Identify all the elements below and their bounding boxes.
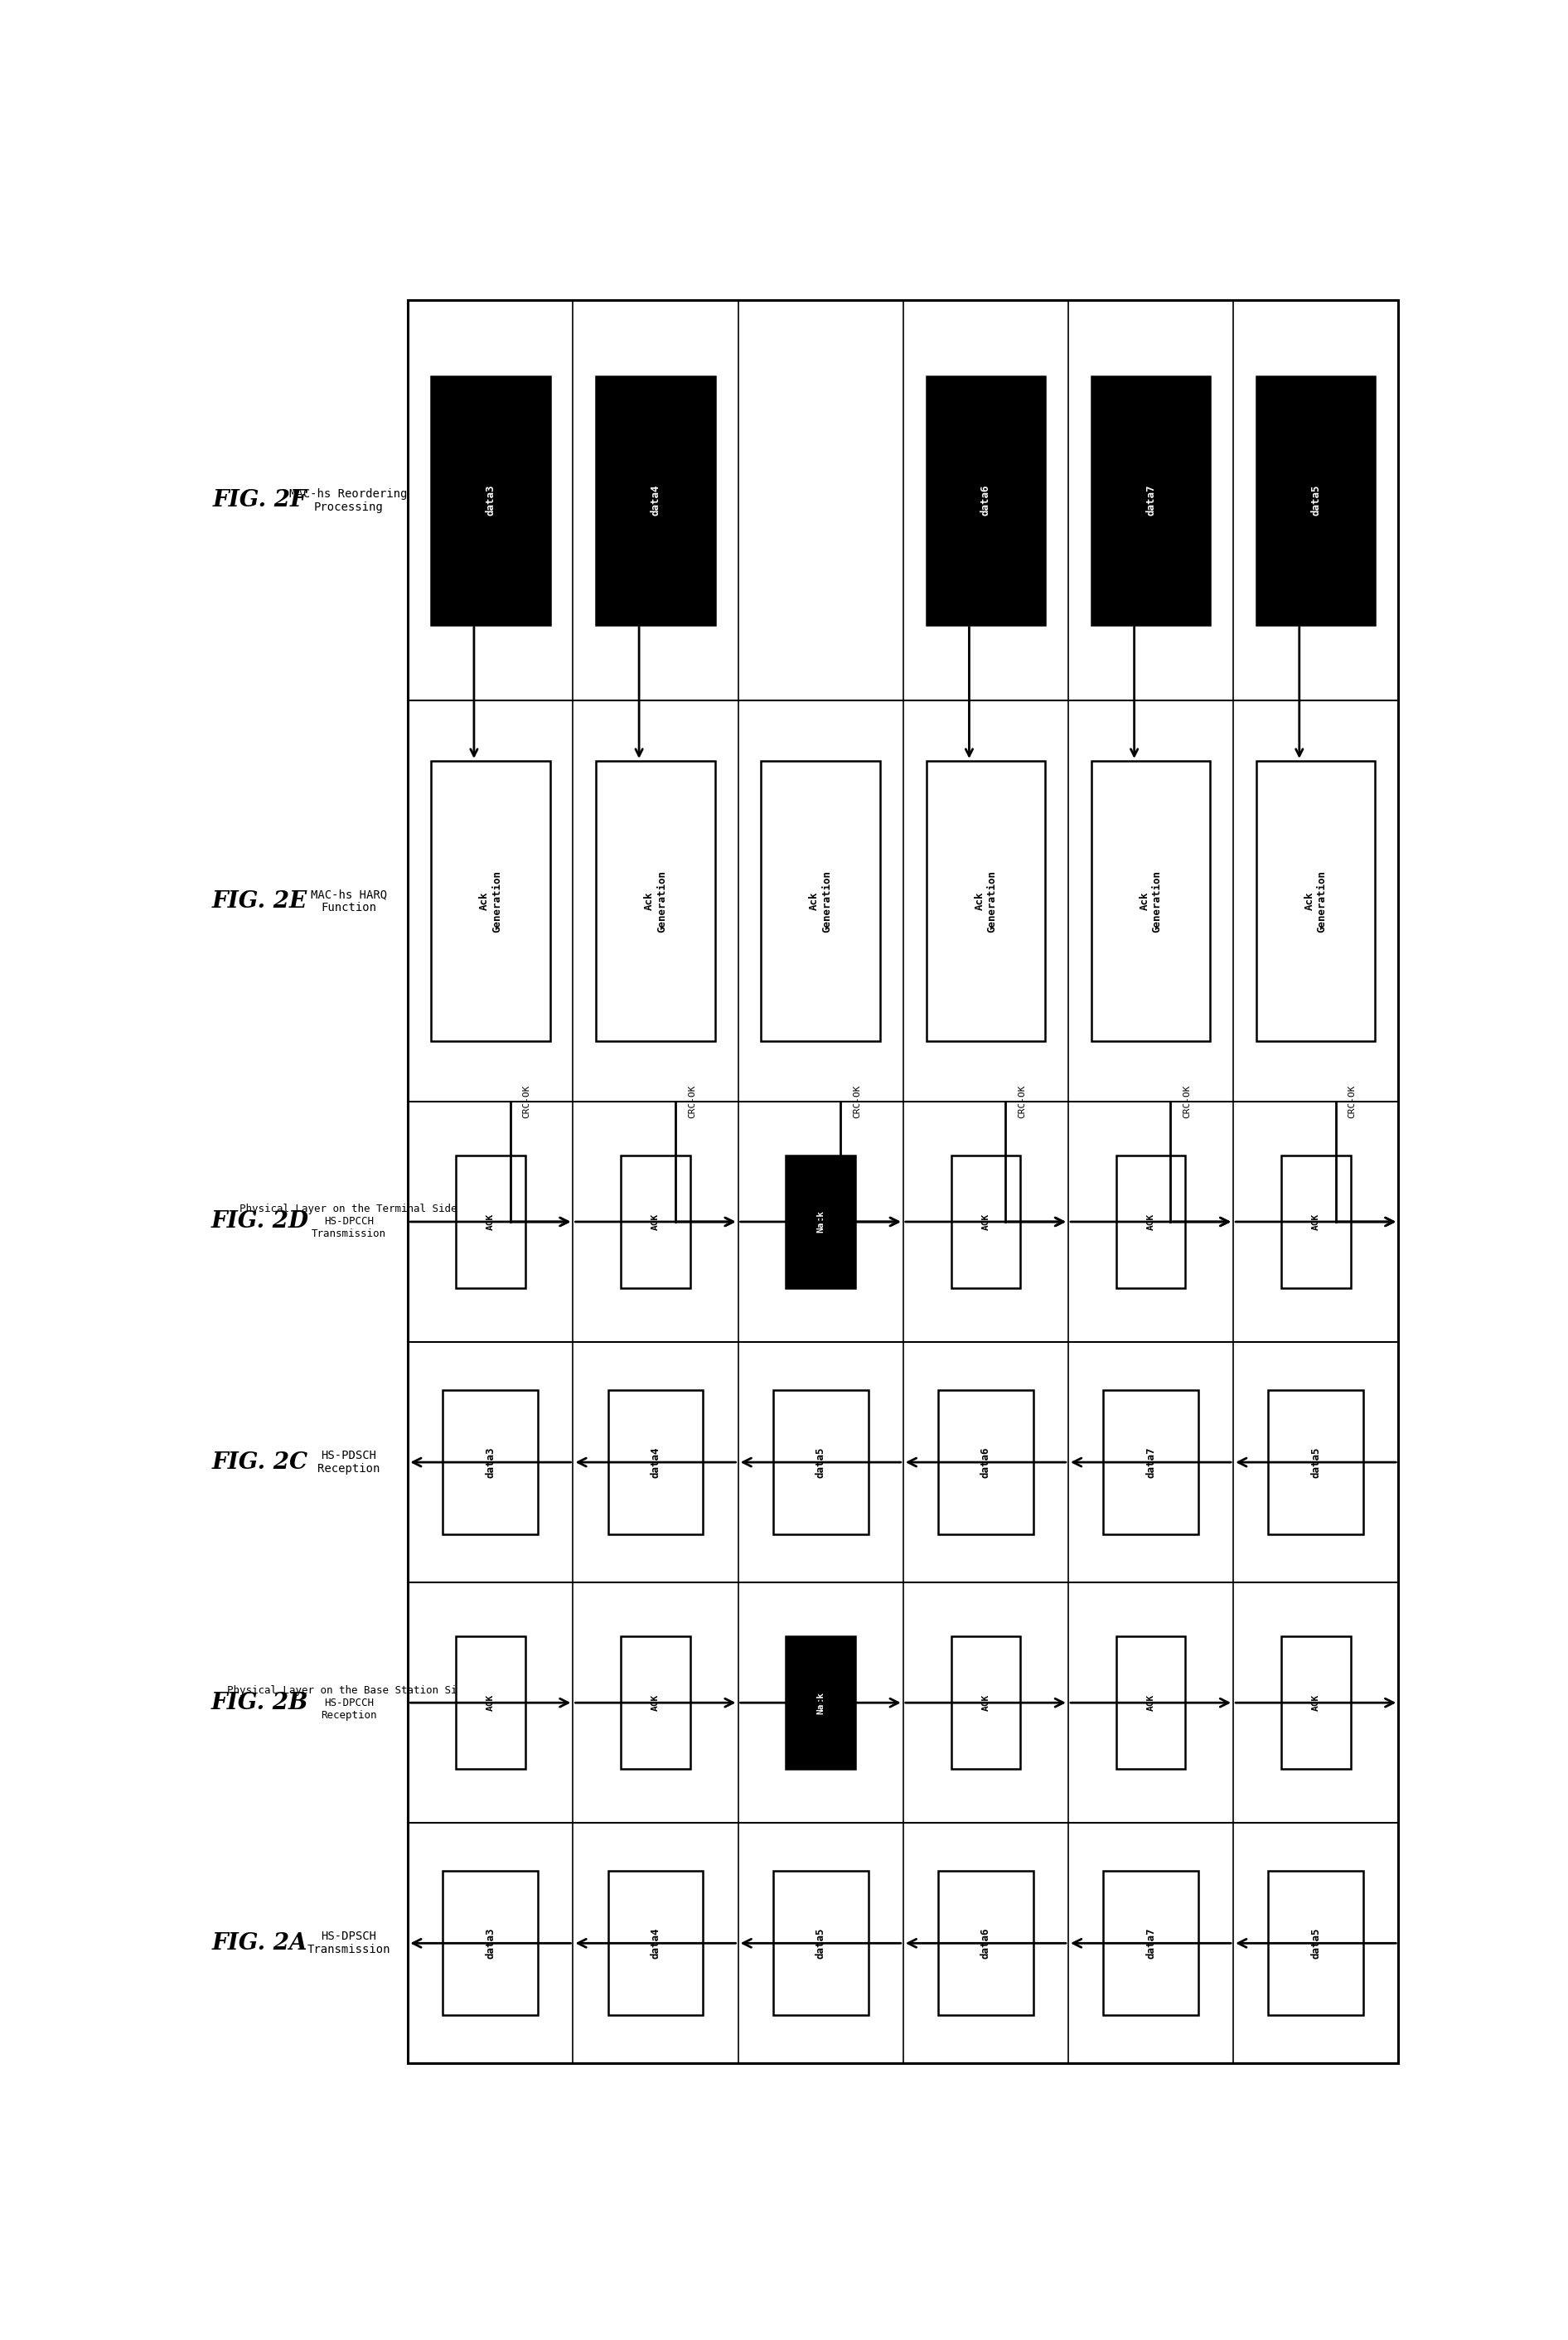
Text: ACK: ACK (651, 1214, 660, 1231)
Bar (621, 1156, 690, 1287)
Text: FIG. 2B: FIG. 2B (212, 1692, 309, 1713)
Text: Ack
Generation: Ack Generation (1305, 870, 1328, 931)
Bar (596, 760, 715, 1041)
Bar (596, 377, 715, 625)
Text: ACK: ACK (1146, 1214, 1156, 1231)
Bar (456, 1156, 525, 1287)
Text: Physical Layer on the Terminal Side
HS-DPCCH
Transmission: Physical Layer on the Terminal Side HS-D… (240, 1205, 458, 1240)
Text: data3: data3 (485, 1446, 495, 1479)
Text: FIG. 2E: FIG. 2E (212, 889, 307, 913)
Text: FIG. 2D: FIG. 2D (210, 1210, 309, 1233)
Bar (1091, 377, 1210, 625)
Text: CRC-OK: CRC-OK (522, 1086, 532, 1119)
Text: Ack
Generation: Ack Generation (809, 870, 833, 931)
Text: CRC-OK: CRC-OK (853, 1086, 861, 1119)
Bar (927, 377, 1046, 625)
Bar (1104, 1390, 1198, 1535)
Text: Ack
Generation: Ack Generation (478, 870, 502, 931)
Text: data3: data3 (485, 1928, 495, 1959)
Bar (786, 1636, 855, 1769)
Text: ACK: ACK (651, 1694, 660, 1711)
Text: ACK: ACK (486, 1214, 494, 1231)
Text: data7: data7 (1145, 484, 1156, 515)
Bar (1256, 760, 1375, 1041)
Bar (1104, 1872, 1198, 2015)
Text: data6: data6 (980, 484, 991, 515)
Text: ACK: ACK (982, 1214, 989, 1231)
Text: data5: data5 (1311, 1446, 1322, 1479)
Text: HS-DPSCH
Transmission: HS-DPSCH Transmission (307, 1930, 390, 1956)
Bar (608, 1872, 702, 2015)
Bar (773, 1390, 869, 1535)
Text: data4: data4 (651, 484, 662, 515)
Bar (431, 377, 550, 625)
Bar (927, 760, 1046, 1041)
Bar (1091, 760, 1210, 1041)
Bar (1116, 1636, 1185, 1769)
Bar (786, 1156, 855, 1287)
Bar (938, 1872, 1033, 2015)
Text: data5: data5 (1311, 484, 1322, 515)
Text: CRC-OK: CRC-OK (1018, 1086, 1025, 1119)
Bar (1116, 1156, 1185, 1287)
Text: data6: data6 (980, 1928, 991, 1959)
Bar (1281, 1156, 1350, 1287)
Text: data6: data6 (980, 1446, 991, 1479)
Text: MAC-hs HARQ
Function: MAC-hs HARQ Function (310, 889, 387, 913)
Text: data5: data5 (1311, 1928, 1322, 1959)
Text: Physical Layer on the Base Station Side
HS-DPCCH
Reception: Physical Layer on the Base Station Side … (227, 1685, 470, 1720)
Text: data4: data4 (651, 1928, 662, 1959)
Bar (408, 300, 1399, 2064)
Bar (442, 1872, 538, 2015)
Text: FIG. 2C: FIG. 2C (212, 1451, 307, 1474)
Text: data3: data3 (485, 484, 495, 515)
Bar (621, 1636, 690, 1769)
Bar (1281, 1636, 1350, 1769)
Text: Nack: Nack (817, 1692, 825, 1713)
Bar (1269, 1872, 1363, 2015)
Text: data5: data5 (815, 1928, 826, 1959)
Text: Ack
Generation: Ack Generation (1138, 870, 1162, 931)
Text: CRC-OK: CRC-OK (688, 1086, 696, 1119)
Text: data4: data4 (651, 1446, 662, 1479)
Bar (938, 1390, 1033, 1535)
Text: HS-PDSCH
Reception: HS-PDSCH Reception (317, 1451, 379, 1474)
Bar (773, 1872, 869, 2015)
Text: Ack
Generation: Ack Generation (974, 870, 997, 931)
Bar (952, 1156, 1021, 1287)
Text: Nack: Nack (817, 1210, 825, 1233)
Text: Ack
Generation: Ack Generation (644, 870, 666, 931)
Text: FIG. 2F: FIG. 2F (212, 489, 307, 512)
Bar (456, 1636, 525, 1769)
Text: CRC-OK: CRC-OK (1348, 1086, 1356, 1119)
Bar (952, 1636, 1021, 1769)
Bar (760, 760, 880, 1041)
Text: ACK: ACK (486, 1694, 494, 1711)
Text: CRC-OK: CRC-OK (1182, 1086, 1192, 1119)
Text: data7: data7 (1145, 1446, 1156, 1479)
Bar (442, 1390, 538, 1535)
Text: ACK: ACK (982, 1694, 989, 1711)
Text: data7: data7 (1145, 1928, 1156, 1959)
Bar (1269, 1390, 1363, 1535)
Bar (431, 760, 550, 1041)
Text: ACK: ACK (1312, 1214, 1320, 1231)
Bar (1256, 377, 1375, 625)
Text: ACK: ACK (1146, 1694, 1156, 1711)
Text: ACK: ACK (1312, 1694, 1320, 1711)
Bar (608, 1390, 702, 1535)
Text: MAC-hs Reordering
Processing: MAC-hs Reordering Processing (290, 487, 408, 512)
Text: FIG. 2A: FIG. 2A (212, 1933, 307, 1954)
Text: data5: data5 (815, 1446, 826, 1479)
